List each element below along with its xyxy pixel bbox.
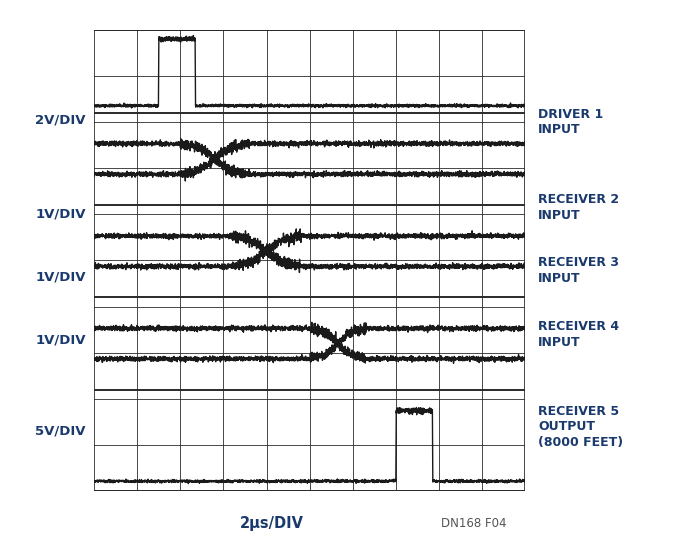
Text: 1V/DIV: 1V/DIV (35, 208, 86, 221)
Text: RECEIVER 2
INPUT: RECEIVER 2 INPUT (538, 193, 619, 222)
Text: 5V/DIV: 5V/DIV (35, 425, 86, 438)
Text: 1V/DIV: 1V/DIV (35, 333, 86, 346)
Text: 2V/DIV: 2V/DIV (35, 113, 86, 126)
Text: 2μs/DIV: 2μs/DIV (239, 516, 303, 531)
Text: RECEIVER 4
INPUT: RECEIVER 4 INPUT (538, 320, 619, 349)
Text: DRIVER 1
INPUT: DRIVER 1 INPUT (538, 107, 603, 136)
Text: 1V/DIV: 1V/DIV (35, 270, 86, 283)
Text: RECEIVER 3
INPUT: RECEIVER 3 INPUT (538, 256, 619, 285)
Text: DN168 F04: DN168 F04 (441, 517, 506, 530)
Text: RECEIVER 5
OUTPUT
(8000 FEET): RECEIVER 5 OUTPUT (8000 FEET) (538, 405, 623, 449)
